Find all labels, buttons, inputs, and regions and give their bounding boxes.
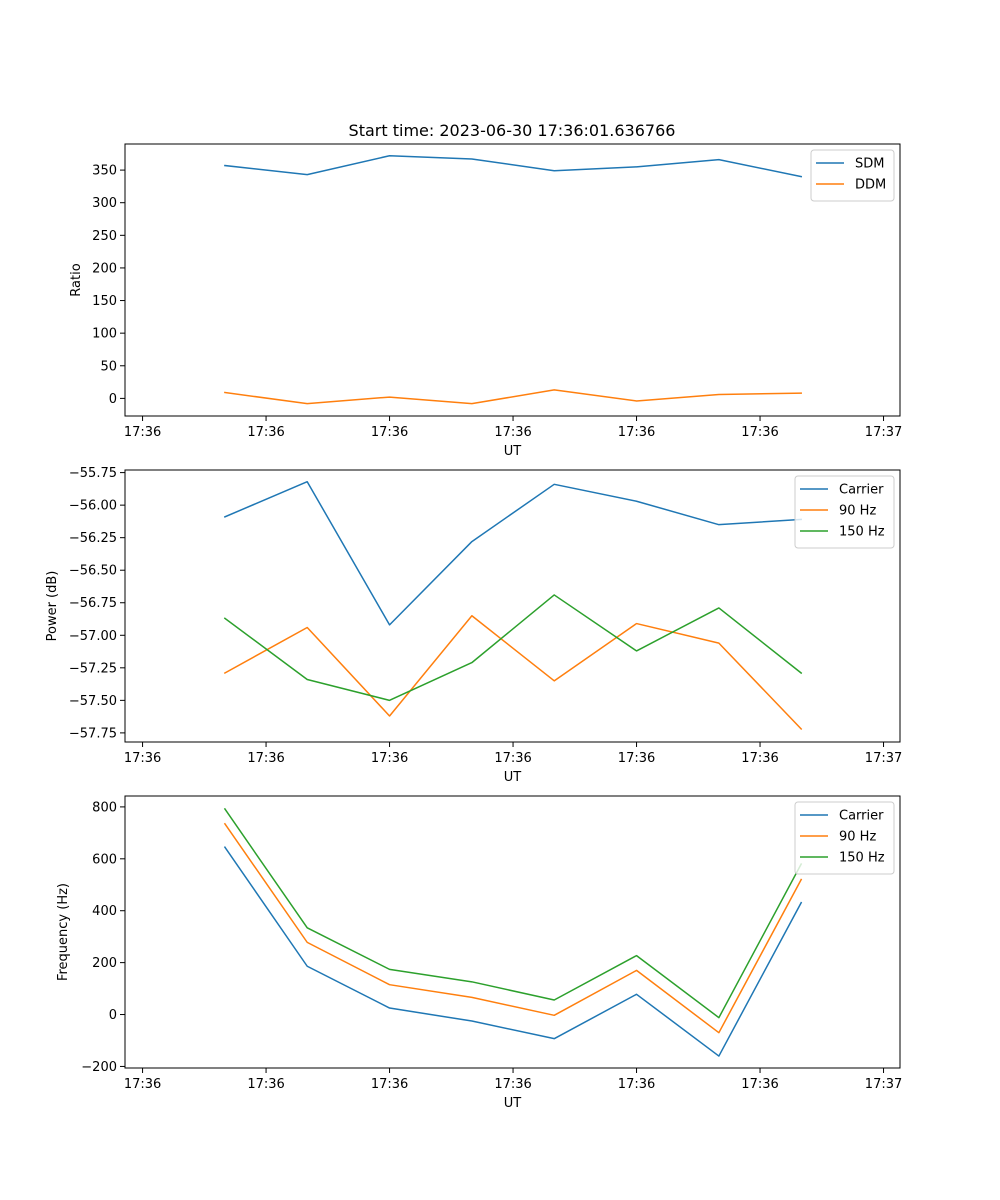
frequency-y-tick-label: 200 (92, 956, 117, 971)
power-y-tick-label: −57.00 (69, 629, 117, 644)
power-y-tick-label: −56.00 (69, 499, 117, 514)
frequency-x-tick-label: 17:36 (618, 1077, 655, 1092)
power-legend-label: 150 Hz (839, 525, 885, 540)
frequency-legend-label: Carrier (839, 809, 884, 824)
frequency-x-tick-label: 17:36 (247, 1077, 284, 1092)
frequency-x-tick-label: 17:36 (124, 1077, 161, 1092)
power-plot-area (125, 470, 900, 742)
ratio-x-tick-label: 17:36 (494, 425, 531, 440)
power-x-tick-label: 17:36 (741, 751, 778, 766)
frequency-y-tick-label: 600 (92, 852, 117, 867)
ratio-y-axis-label: Ratio (69, 263, 84, 296)
power-x-tick-label: 17:36 (247, 751, 284, 766)
power-panel: 17:36 17:36 17:36 17:36 17:36 17:36 17:37 −57.7… (45, 466, 902, 785)
ratio-series-sdm-line (224, 154, 803, 178)
ratio-legend-label: SDM (855, 157, 884, 172)
power-legend: Carrier 90 Hz 150 Hz (794, 475, 895, 549)
power-y-tick-label: −56.25 (69, 531, 117, 546)
frequency-y-tick-label: 800 (92, 800, 117, 815)
ratio-x-tick-label: 17:36 (124, 425, 161, 440)
frequency-y-tick-label: 0 (109, 1008, 117, 1023)
ratio-axes-frame (124, 143, 901, 417)
ratio-y-tick-label: 0 (109, 392, 117, 407)
power-y-tick-label: −55.75 (69, 466, 117, 481)
frequency-x-axis-label: UT (504, 1096, 522, 1111)
power-x-tick-label: 17:37 (865, 751, 902, 766)
ratio-x-axis-label: UT (504, 444, 522, 459)
ratio-y-tick-label: 200 (92, 261, 117, 276)
ratio-x-tick-label: 17:36 (371, 425, 408, 440)
frequency-x-tick-label: 17:36 (741, 1077, 778, 1092)
frequency-legend: Carrier 90 Hz 150 Hz (794, 801, 895, 875)
ratio-y-tick-label: 300 (92, 196, 117, 211)
ratio-y-tick-label: 50 (100, 359, 117, 374)
frequency-panel: 17:36 17:36 17:36 17:36 17:36 17:36 17:37 −200 0… (56, 795, 902, 1111)
ratio-x-tick-label: 17:36 (618, 425, 655, 440)
frequency-series-150-hz-line (223, 807, 803, 1019)
power-series-90-hz-line (223, 615, 803, 731)
power-x-axis-label: UT (504, 770, 522, 785)
frequency-y-axis-label: Frequency (Hz) (56, 883, 71, 981)
power-series-150-hz-line (223, 594, 803, 702)
frequency-series-carrier-line (223, 846, 803, 1057)
power-y-tick-label: −56.75 (69, 596, 117, 611)
frequency-x-tick-label: 17:36 (371, 1077, 408, 1092)
power-y-tick-label: −57.25 (69, 661, 117, 676)
frequency-axes-frame (124, 795, 901, 1069)
ratio-legend: SDM DDM (810, 149, 895, 202)
ratio-x-tick-label: 17:37 (865, 425, 902, 440)
ratio-y-tick-label: 150 (92, 294, 117, 309)
figure-title: Start time: 2023-06-30 17:36:01.636766 (349, 121, 676, 140)
power-x-tick-label: 17:36 (371, 751, 408, 766)
ratio-y-tick-label: 350 (92, 164, 117, 179)
ratio-x-tick-label: 17:36 (741, 425, 778, 440)
frequency-plot-area (125, 796, 900, 1068)
power-y-tick-label: −57.50 (69, 694, 117, 709)
frequency-legend-box (794, 801, 895, 875)
power-x-tick-label: 17:36 (124, 751, 161, 766)
frequency-x-tick-label: 17:37 (865, 1077, 902, 1092)
power-legend-label: 90 Hz (839, 504, 876, 519)
frequency-legend-label: 150 Hz (839, 851, 885, 866)
ratio-x-tick-label: 17:36 (247, 425, 284, 440)
power-legend-box (794, 475, 895, 549)
power-y-axis-label: Power (dB) (45, 571, 60, 642)
power-y-tick-label: −57.75 (69, 726, 117, 741)
ratio-series-ddm-line (224, 389, 802, 405)
power-legend-label: Carrier (839, 483, 884, 498)
frequency-y-tick-label: −200 (81, 1060, 117, 1075)
power-x-tick-label: 17:36 (618, 751, 655, 766)
panels: 17:36 17:36 17:36 17:36 17:36 17:36 17:37 0 50 10… (45, 143, 902, 1111)
frequency-legend-label: 90 Hz (839, 830, 876, 845)
frequency-x-tick-label: 17:36 (494, 1077, 531, 1092)
power-axes-frame (124, 469, 901, 743)
power-x-tick-label: 17:36 (494, 751, 531, 766)
ratio-legend-label: DDM (855, 178, 886, 193)
power-y-tick-label: −56.50 (69, 564, 117, 579)
frequency-series-90-hz-line (223, 822, 803, 1034)
ratio-y-tick-label: 250 (92, 229, 117, 244)
ratio-y-tick-label: 100 (92, 327, 117, 342)
frequency-y-tick-label: 400 (92, 904, 117, 919)
ratio-panel: 17:36 17:36 17:36 17:36 17:36 17:36 17:37 0 50 10… (69, 143, 902, 459)
ratio-plot-area (125, 144, 900, 416)
power-series-carrier-line (223, 480, 802, 626)
